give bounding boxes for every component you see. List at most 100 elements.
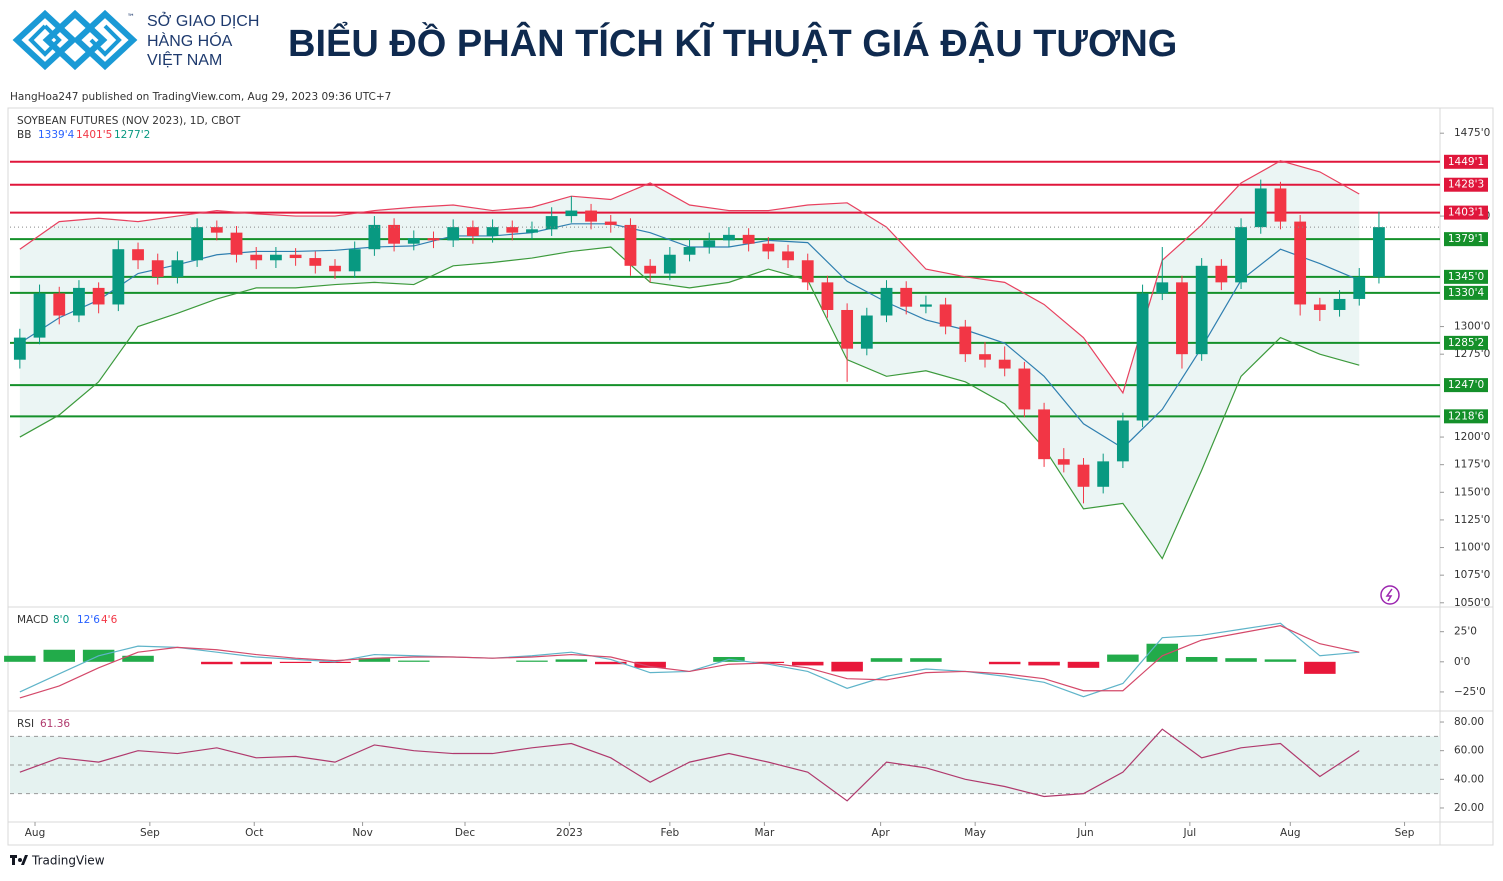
candle-body (585, 210, 597, 222)
candle-body (860, 315, 873, 349)
candle-body (1136, 293, 1149, 421)
price-tick-label: 1275'0 (1454, 348, 1490, 360)
tv-logo (10, 855, 28, 865)
brand-line: VIỆT NAM (147, 50, 222, 69)
footer-brand: TradingView (31, 854, 105, 868)
x-tick-label: Sep (140, 827, 160, 839)
macd-tick-label: −25'0 (1454, 686, 1486, 698)
macd-hist (1185, 656, 1218, 662)
bb-fill (19, 160, 1360, 559)
candle-body (703, 240, 716, 248)
candle-body (683, 247, 696, 255)
candle-body (33, 293, 46, 338)
candle-body (1373, 227, 1385, 277)
x-tick-label: Dec (455, 827, 476, 839)
x-tick-label: Sep (1395, 827, 1415, 839)
level-label: 1449'1 (1448, 156, 1484, 168)
published-note: HangHoa247 published on TradingView.com,… (10, 91, 391, 103)
candle-body (979, 354, 991, 360)
candle-body (250, 254, 263, 261)
page-title: BIỂU ĐỒ PHÂN TÍCH KĨ THUẬT GIÁ ĐẬU TƯƠNG (288, 20, 1177, 65)
candle-body (821, 282, 834, 310)
macd-hist (634, 661, 666, 668)
candle-body (1176, 282, 1188, 355)
trademark: ™ (127, 13, 135, 22)
candle-body (723, 234, 735, 241)
macd-hist (1146, 643, 1179, 662)
price-tick-label: 1100'0 (1454, 542, 1490, 554)
candle-body (1215, 265, 1228, 283)
macd-tick-label: 25'0 (1454, 626, 1477, 638)
macd-hist (358, 658, 391, 662)
level-tag (1444, 205, 1488, 220)
rsi-tick-label: 20.00 (1454, 802, 1484, 814)
price-tick-label: 1475'0 (1454, 127, 1490, 139)
alert-icon (1380, 585, 1400, 605)
candle-body (900, 287, 913, 307)
candle-body (289, 254, 302, 259)
logo (12, 9, 138, 71)
brand-line: SỞ GIAO DỊCH (147, 11, 259, 30)
candle-body (604, 221, 617, 225)
candle-body (230, 232, 243, 255)
macd-hist (910, 658, 942, 662)
macd-hist (4, 655, 36, 662)
x-tick-label: Oct (245, 827, 263, 839)
price-tick-label: 1150'0 (1454, 486, 1490, 498)
level-label: 1285'2 (1448, 337, 1484, 349)
rsi-tick-label: 60.00 (1454, 745, 1484, 757)
x-tick-label: Feb (661, 827, 680, 839)
rsi-value: 61.36 (40, 718, 70, 730)
candle-body (1313, 304, 1326, 310)
candle-body (407, 238, 420, 244)
macd-hist (279, 661, 312, 664)
level-tag (1444, 378, 1488, 393)
brand-line: HÀNG HÓA (147, 31, 233, 50)
macd-hist (1107, 654, 1139, 662)
x-tick-label: May (964, 827, 986, 839)
candle-body (1274, 188, 1287, 222)
candle-body (526, 229, 538, 233)
x-tick-label: Jul (1183, 827, 1197, 839)
candle-body (53, 293, 66, 316)
candle-body (920, 304, 932, 307)
macd-legend: MACD (17, 614, 48, 626)
candle-body (1057, 459, 1070, 465)
macd-hist (831, 661, 863, 672)
level-label: 1247'0 (1448, 379, 1484, 391)
macd-value: 4'6 (101, 614, 118, 626)
x-tick-label: Mar (754, 827, 774, 839)
candle-body (1156, 282, 1169, 294)
candle-body (92, 287, 105, 305)
candle-body (1077, 464, 1090, 487)
bb-value: 1277'2 (114, 129, 150, 141)
candle-body (348, 249, 361, 272)
candle-body (801, 260, 814, 283)
candle-body (782, 251, 794, 261)
price-tick-label: 1175'0 (1454, 459, 1490, 471)
price-tick-label: 1200'0 (1454, 431, 1490, 443)
macd-hist (398, 660, 430, 662)
level-label: 1379'1 (1448, 233, 1484, 245)
candle-body (1018, 368, 1031, 410)
candle-body (1116, 420, 1129, 462)
level-label: 1218'6 (1448, 410, 1485, 422)
macd-value: 12'6 (77, 614, 100, 626)
bb-upper (19, 160, 1360, 395)
candle-body (151, 260, 164, 277)
candle-body (624, 224, 637, 266)
macd-hist (1225, 658, 1257, 662)
candle-body (880, 287, 893, 316)
rsi-legend: RSI (17, 718, 34, 730)
candle-body (1254, 188, 1267, 228)
macd-hist (122, 655, 154, 662)
candle-body (644, 265, 657, 274)
price-tick-label: 1075'0 (1454, 569, 1490, 581)
rsi-line (19, 728, 1360, 802)
candle-body (506, 227, 519, 233)
candle-body (368, 224, 381, 250)
level-label: 1403'1 (1448, 207, 1484, 219)
macd-hist (595, 661, 627, 665)
candle-body (762, 243, 775, 252)
